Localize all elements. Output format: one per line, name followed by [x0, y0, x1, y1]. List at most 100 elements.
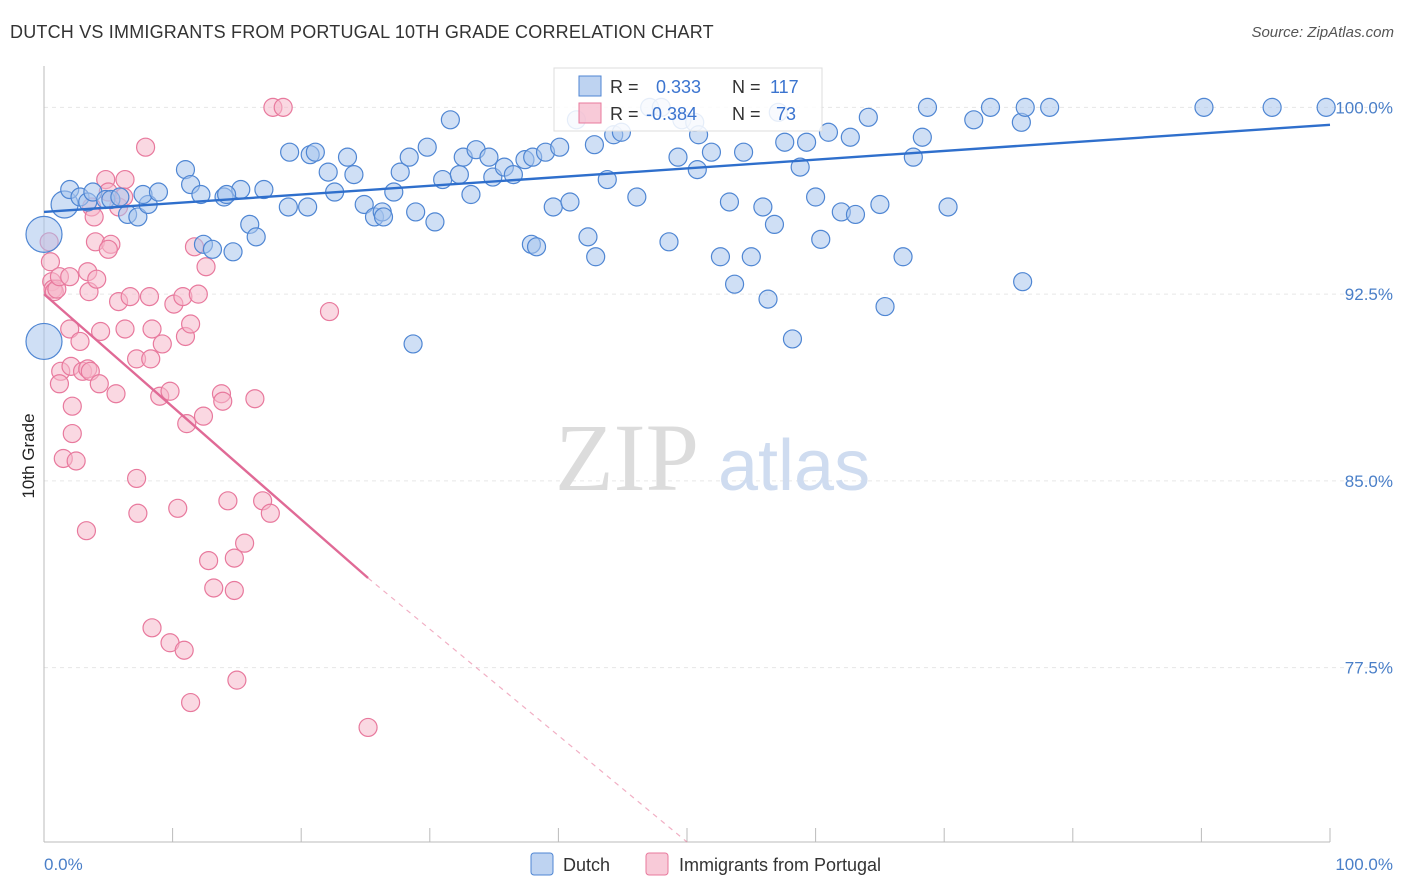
watermark-zip: ZIP — [555, 404, 699, 511]
dutch-point — [627, 187, 647, 207]
dutch-point — [406, 202, 426, 222]
dutch-point — [938, 197, 958, 217]
dutch-trend-line — [43, 123, 1331, 214]
tick-labels: 77.5% 85.0% 92.5% 100.0% 0.0% 100.0% 10th Grad… — [19, 98, 1393, 874]
portugal-point — [224, 580, 244, 601]
dutch-point — [719, 192, 740, 212]
dutch-point — [25, 322, 63, 361]
stats-legend-portugal-swatch — [578, 102, 602, 124]
portugal-point — [196, 257, 216, 277]
portugal-point — [62, 396, 82, 416]
portugal-point — [227, 670, 247, 690]
dutch-point — [741, 247, 761, 267]
dutch-point — [403, 334, 423, 354]
dutch-point — [818, 122, 839, 142]
portugal-n-value: 73 — [776, 104, 796, 124]
portugal-point — [40, 252, 61, 272]
portugal-point — [62, 423, 82, 444]
dutch-point — [1013, 272, 1033, 292]
dutch-point — [893, 247, 913, 267]
dutch-point — [399, 147, 419, 167]
dutch-point — [560, 192, 580, 212]
dutch-point — [148, 182, 169, 202]
dutch-point — [128, 207, 148, 227]
dutch-point — [305, 142, 325, 162]
dutch-point — [384, 182, 404, 202]
dutch-point — [25, 215, 63, 253]
watermark-atlas: atlas — [718, 426, 870, 506]
watermark: ZIP atlas — [555, 404, 870, 511]
portugal-point — [181, 692, 201, 713]
y-tick-label: 85.0% — [1345, 472, 1393, 491]
portugal-point — [126, 468, 147, 489]
legend-dutch-label: Dutch — [563, 855, 610, 875]
portugal-point — [90, 321, 111, 342]
dutch-point — [550, 137, 570, 157]
dutch-point — [796, 132, 817, 152]
dutch-point — [964, 110, 984, 130]
portugal-point — [160, 381, 180, 401]
dutch-point — [526, 237, 547, 257]
dutch-point — [912, 127, 932, 147]
portugal-point — [60, 319, 80, 339]
dutch-n-label: N = — [732, 77, 761, 97]
portugal-point — [358, 717, 378, 738]
portugal-point — [76, 521, 97, 541]
dutch-point — [1015, 97, 1035, 117]
portugal-points — [39, 97, 378, 738]
dutch-point — [753, 197, 773, 217]
legend-portugal-label: Immigrants from Portugal — [679, 855, 881, 875]
dutch-point — [543, 197, 563, 217]
stats-legend-dutch-swatch — [578, 75, 602, 97]
dutch-point — [858, 107, 878, 127]
dutch-point — [354, 194, 374, 215]
dutch-point — [278, 197, 298, 217]
portugal-point — [115, 319, 135, 339]
dutch-point — [337, 147, 358, 167]
portugal-point — [152, 334, 172, 354]
dutch-point — [584, 135, 605, 155]
dutch-point — [1040, 97, 1060, 117]
dutch-n-value: 117 — [770, 77, 799, 97]
dutch-point — [461, 184, 481, 205]
dutch-point — [764, 214, 785, 234]
dutch-point — [811, 229, 831, 249]
portugal-point — [142, 618, 162, 638]
x-tick-label: 0.0% — [44, 855, 83, 874]
portugal-n-label: N = — [732, 104, 761, 124]
dutch-point — [724, 274, 745, 294]
portugal-point — [142, 319, 162, 339]
dutch-point — [202, 239, 223, 259]
portugal-point — [273, 97, 293, 117]
dutch-point — [586, 247, 606, 267]
dutch-point — [903, 147, 923, 167]
portugal-trend-line — [43, 293, 369, 579]
portugal-point — [218, 491, 238, 511]
dutch-point — [805, 187, 826, 207]
dutch-point — [1262, 97, 1282, 117]
portugal-point — [89, 374, 109, 394]
chart-source: Source: ZipAtlas.com — [1251, 24, 1394, 41]
y-tick-label: 100.0% — [1335, 98, 1393, 117]
portugal-point — [115, 169, 135, 190]
chart-title: DUTCH VS IMMIGRANTS FROM PORTUGAL 10TH G… — [10, 22, 714, 42]
portugal-point — [199, 550, 219, 571]
portugal-point — [245, 389, 265, 409]
dutch-r-value: 0.333 — [656, 77, 701, 97]
portugal-point — [174, 640, 194, 660]
portugal-point — [224, 548, 244, 568]
dutch-point — [191, 184, 211, 205]
dutch-point — [449, 164, 469, 185]
dutch-point — [687, 160, 707, 180]
portugal-point — [235, 533, 255, 553]
dutch-point — [223, 242, 243, 262]
dutch-point — [668, 147, 688, 167]
dutch-point — [875, 296, 895, 317]
dutch-point — [758, 289, 778, 309]
stats-legend: R = 0.333 N = 117 R = -0.384 N = 73 — [553, 67, 823, 132]
dutch-point — [318, 162, 338, 182]
legend-portugal-swatch — [645, 852, 669, 876]
dutch-point — [782, 329, 803, 349]
portugal-point — [319, 301, 340, 322]
dutch-point — [417, 137, 437, 157]
